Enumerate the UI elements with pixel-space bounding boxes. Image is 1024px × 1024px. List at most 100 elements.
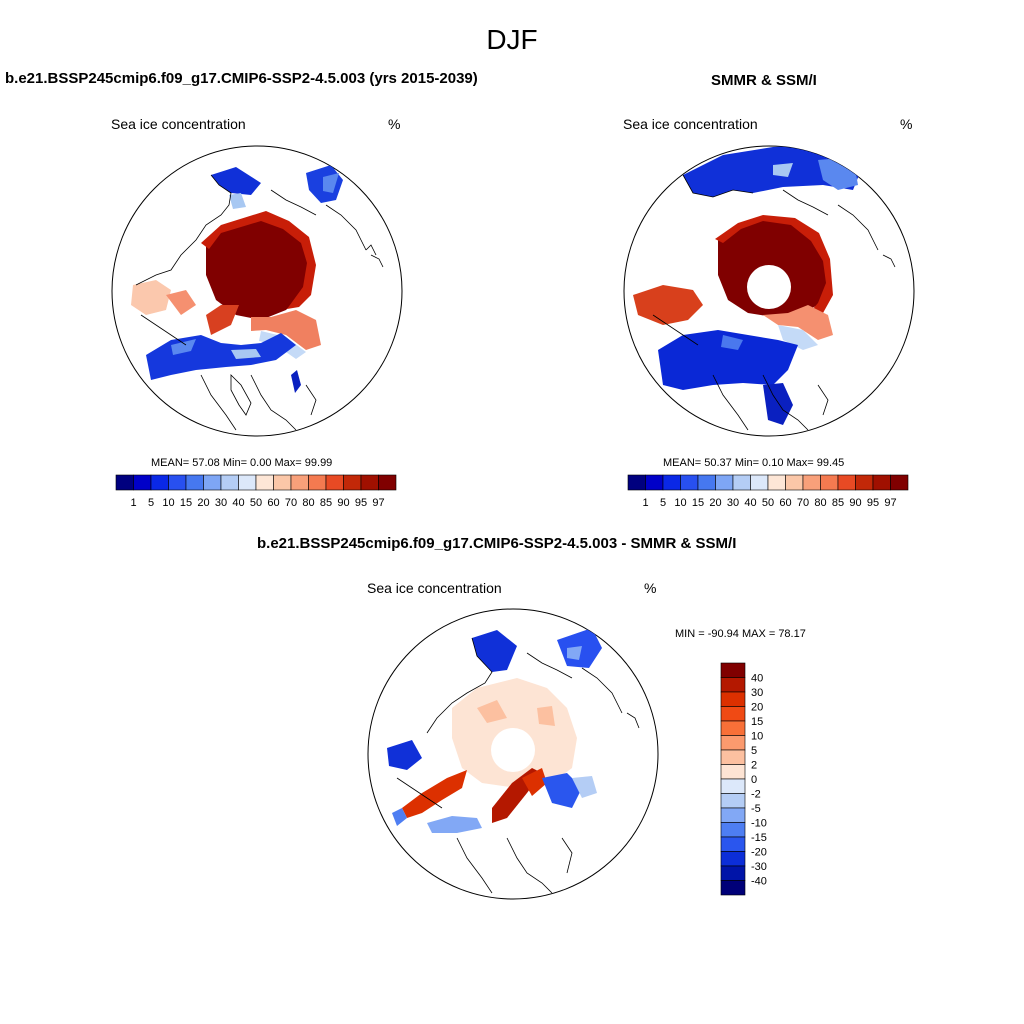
colorbar-swatch [802, 474, 821, 491]
colorbar-swatch [820, 474, 839, 491]
colorbar-tick-label: -40 [751, 876, 767, 888]
diff-region [477, 700, 555, 726]
model-ice-region [229, 193, 246, 209]
colorbar-swatch [720, 691, 746, 707]
colorbar-swatch [720, 677, 746, 693]
colorbar-tick-label: 97 [372, 497, 384, 509]
obs-pole-hole [747, 265, 791, 309]
colorbar-swatch [785, 474, 804, 491]
colorbar-tick-label: 10 [162, 497, 174, 509]
obs-variable-label: Sea ice concentration [623, 116, 758, 132]
colorbar-tick-label: 0 [751, 774, 757, 786]
colorbar-tick-label: 10 [751, 731, 763, 743]
obs-ice-region [778, 325, 818, 350]
colorbar-swatch [720, 720, 746, 736]
colorbar-swatch [720, 807, 746, 823]
colorbar-tick-label: 30 [215, 497, 227, 509]
diff-region [402, 770, 467, 818]
model-ice-region [291, 370, 301, 393]
model-variable-label: Sea ice concentration [111, 116, 246, 132]
colorbar-swatch [855, 474, 874, 491]
colorbar-swatch [837, 474, 856, 491]
colorbar-tick-label: 80 [302, 497, 314, 509]
diff-region [572, 776, 597, 798]
diff-stats: MIN = -90.94 MAX = 78.17 [675, 628, 806, 640]
colorbar-tick-label: 70 [285, 497, 297, 509]
colorbar-tick-label: 1 [642, 497, 648, 509]
colorbar-swatch [645, 474, 664, 491]
colorbar-tick-label: 97 [884, 497, 896, 509]
obs-ice-region [721, 335, 743, 350]
model-units-label: % [388, 116, 401, 132]
colorbar-swatch [150, 474, 169, 491]
colorbar-swatch [133, 474, 152, 491]
colorbar-tick-label: -20 [751, 847, 767, 859]
model-ice-region [171, 339, 196, 355]
colorbar-tick-label: -10 [751, 818, 767, 830]
colorbar-tick-label: 60 [267, 497, 279, 509]
colorbar-tick-label: 20 [709, 497, 721, 509]
page-title: DJF [486, 24, 538, 55]
colorbar-swatch [720, 822, 746, 838]
diff-region [392, 808, 407, 826]
colorbar-tick-label: 85 [832, 497, 844, 509]
colorbar-swatch [720, 735, 746, 751]
colorbar-tick-label: 90 [849, 497, 861, 509]
colorbar-swatch [720, 706, 746, 722]
obs-polar-map [623, 145, 915, 437]
colorbar-swatch [720, 865, 746, 881]
colorbar-tick-label: 2 [751, 760, 757, 772]
model-panel-title: b.e21.BSSP245cmip6.f09_g17.CMIP6-SSP2-4.… [5, 70, 478, 87]
colorbar-swatch [185, 474, 204, 491]
colorbar-swatch [720, 880, 746, 896]
colorbar-swatch [680, 474, 699, 491]
colorbar-tick-label: 50 [250, 497, 262, 509]
colorbar-swatch [720, 851, 746, 867]
diff-region [542, 773, 582, 808]
colorbar-swatch [290, 474, 309, 491]
diff-panel-title: b.e21.BSSP245cmip6.f09_g17.CMIP6-SSP2-4.… [257, 535, 737, 552]
colorbar-tick-label: 80 [814, 497, 826, 509]
diff-region [472, 630, 517, 672]
colorbar-tick-label: 15 [692, 497, 704, 509]
colorbar-tick-label: 15 [180, 497, 192, 509]
colorbar-tick-label: 1 [130, 497, 136, 509]
obs-ice-region [763, 383, 793, 425]
colorbar-swatch [720, 764, 746, 780]
colorbar-tick-label: 95 [355, 497, 367, 509]
colorbar-tick-label: -5 [751, 803, 761, 815]
colorbar-swatch [273, 474, 292, 491]
model-polar-map [111, 145, 403, 437]
colorbar-swatch [662, 474, 681, 491]
model-ice-region [206, 305, 239, 335]
colorbar-tick-label: 50 [762, 497, 774, 509]
model-ice-region [251, 310, 321, 350]
obs-ice-region [633, 285, 703, 325]
colorbar-tick-label: 40 [751, 673, 763, 685]
obs-panel-title: SMMR & SSM/I [711, 72, 817, 89]
colorbar-tick-label: 30 [727, 497, 739, 509]
diff-region [567, 646, 582, 660]
model-ice-region [323, 173, 339, 193]
colorbar-swatch [238, 474, 257, 491]
colorbar-tick-label: 5 [148, 497, 154, 509]
colorbar-swatch [750, 474, 769, 491]
colorbar-swatch [872, 474, 891, 491]
colorbar-tick-label: 95 [867, 497, 879, 509]
colorbar-swatch [343, 474, 362, 491]
diff-region [522, 768, 547, 796]
colorbar-swatch [627, 474, 646, 491]
colorbar-swatch [767, 474, 786, 491]
colorbar-swatch [378, 474, 397, 491]
colorbar-swatch [360, 474, 379, 491]
colorbar-swatch [732, 474, 751, 491]
colorbar-swatch [720, 662, 746, 678]
colorbar-tick-label: 90 [337, 497, 349, 509]
obs-units-label: % [900, 116, 913, 132]
colorbar-swatch [715, 474, 734, 491]
obs-ice-region [763, 305, 833, 340]
model-ice-region [131, 280, 171, 315]
colorbar-tick-label: 15 [751, 716, 763, 728]
colorbar-tick-label: 5 [660, 497, 666, 509]
colorbar-swatch [720, 749, 746, 765]
